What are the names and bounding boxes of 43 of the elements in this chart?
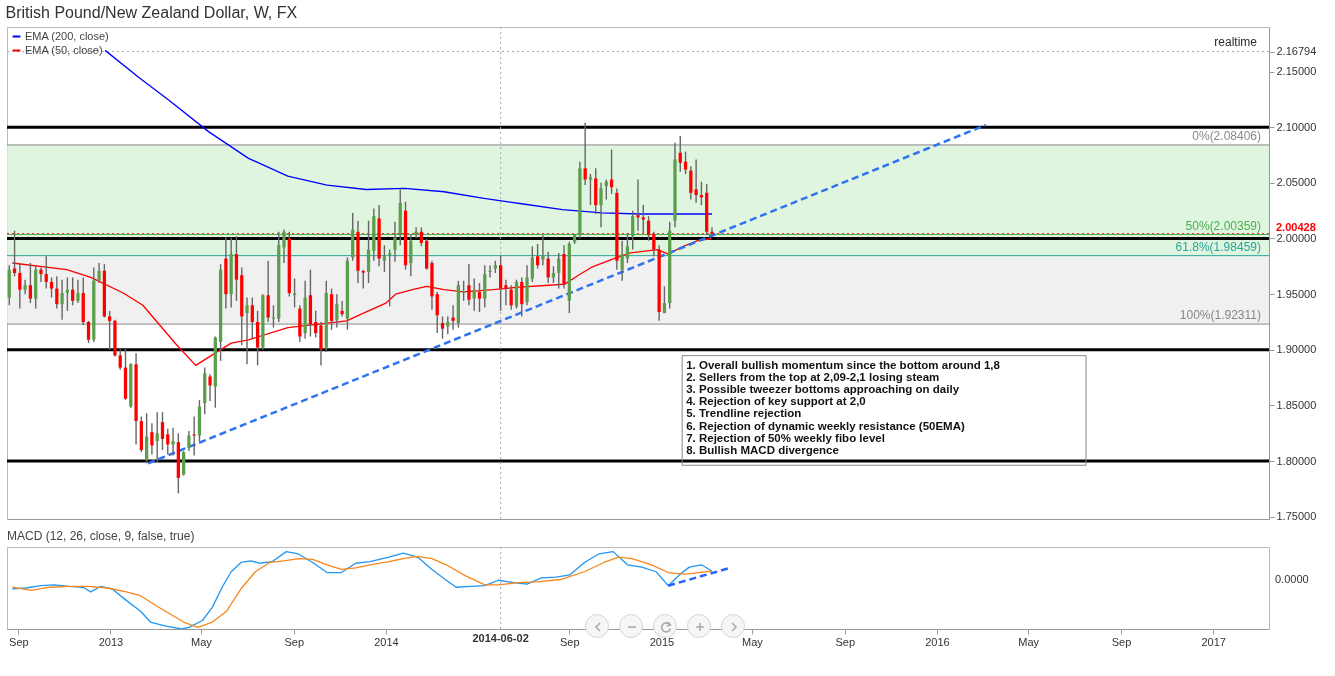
x-tick-label: 2015 [649,635,675,648]
x-tick-label: 2014 [374,635,399,648]
chart-title: MACD (12, 26, close, 9, false, true) [7,528,195,543]
ref-line-label: 2.00428 [1276,220,1316,233]
annotation: 4. Rejection of key support at 2,0 [686,395,866,408]
annotation: 1. Overall bullish momentum since the bottom around 1,8 [686,358,1001,371]
chart-title: British Pound/New Zealand Dollar, W, FX [5,3,298,21]
annotation: 3. Possible tweezer bottoms approaching on daily [686,383,960,396]
x-tick-label: 2017 [1201,635,1226,648]
y-tick-label: 2.05000 [1276,176,1317,189]
x-tick-label: Sep [284,635,305,648]
ref-line-label: 100%(1.92311) [1179,308,1261,323]
x-tick-label: Sep [9,635,29,648]
y-tick-label: 1.85000 [1276,398,1317,411]
y-tick-label: 2.00000 [1276,231,1317,244]
y-tick-label: 2.10000 [1276,120,1317,133]
text: 0.0000 [1275,572,1309,585]
ref-line-label: 2014-06-02 [472,632,529,644]
annotation: 6. Rejection of dynamic weekly resistance (50EMA) [686,419,965,432]
y-tick-label: 2.16794 [1276,45,1317,58]
annotation: 2. Sellers from the top at 2,09-2,1 losing steam [686,370,940,383]
legend-label: EMA (200, close) [25,29,109,42]
annotation: 7. Rejection of 50% weekly fibo level [686,431,885,444]
y-tick-label: 1.75000 [1276,510,1317,523]
x-tick-label: Sep [835,635,856,648]
x-tick-label: May [191,635,213,648]
ref-line-label: 0%(2.08406) [1192,128,1261,143]
annotation: 5. Trendline rejection [686,407,802,420]
x-tick-label: May [1018,635,1040,648]
y-tick-label: 1.80000 [1276,454,1317,467]
x-tick-label: 2013 [98,635,124,648]
y-tick-label: 1.95000 [1276,287,1317,300]
annotation: realtime [1214,35,1258,49]
x-tick-label: May [742,635,764,648]
annotation: 8. Bullish MACD divergence [686,444,839,457]
y-tick-label: 2.15000 [1276,65,1317,78]
x-tick-label: 2016 [925,635,950,648]
legend-label: EMA (50, close) [25,43,103,56]
y-tick-label: 1.90000 [1276,343,1317,356]
ref-line-label: 61.8%(1.98459) [1175,239,1261,254]
x-tick-label: Sep [1111,635,1132,648]
x-tick-label: Sep [560,635,580,648]
ref-line-label: 50%(2.00359) [1185,218,1261,233]
